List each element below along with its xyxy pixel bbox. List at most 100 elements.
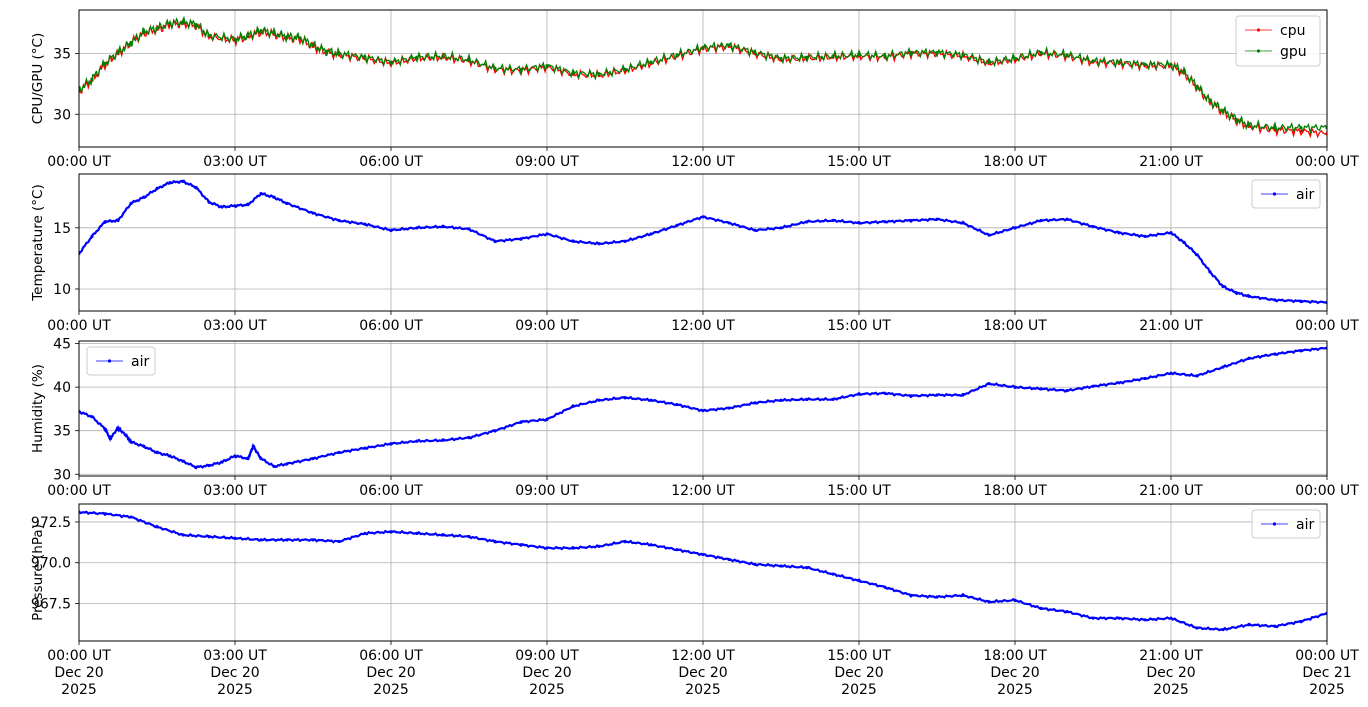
panel-4: 00:00 UT Dec 20 2025 03:00 UT Dec 20 2025 06:0… [30,503,1359,698]
data-point [493,539,497,544]
data-point [441,533,445,537]
data-point [519,67,523,72]
x-tick-label: 15:00 UT Dec 20 2025 [827,648,891,698]
data-point [415,439,419,443]
x-tick-label: 15:00 UT [827,483,891,499]
y-tick-label: 15 [53,221,71,237]
data-point [1221,627,1225,632]
data-point [753,228,757,232]
data-point [116,218,120,223]
data-point [1195,374,1199,378]
data-point [597,398,601,402]
data-point [1065,217,1069,221]
data-point [571,239,575,243]
data-point [1299,299,1303,303]
data-point [259,538,263,542]
data-point [883,220,887,224]
x-tick-label: 00:00 UT [47,483,111,499]
data-point [935,50,939,55]
data-point [441,54,445,58]
data-point [324,49,328,53]
data-point [649,232,653,236]
data-point [1299,126,1303,130]
legend-label: air [131,354,149,370]
data-point [727,43,731,47]
data-point [493,66,497,70]
legend-label: air [1296,187,1314,203]
legend-label: cpu [1280,23,1305,39]
data-point [545,64,549,68]
y-tick-label: 35 [53,424,71,440]
x-tick-label: 18:00 UT [983,483,1047,499]
data-point [285,538,289,542]
x-tick-label: 09:00 UT [515,318,579,334]
data-point [181,459,185,463]
legend: air [86,346,156,376]
data-point [337,52,341,56]
data-point [727,221,731,225]
data-point [1221,365,1225,369]
data-point [467,535,471,539]
data-point [1039,50,1043,55]
data-point [597,242,601,246]
data-point [467,436,471,440]
data-point [272,464,276,469]
data-point [675,223,679,227]
data-point [285,35,289,39]
data-point [857,579,861,583]
data-point [1039,218,1043,223]
data-point [246,202,250,207]
x-tick-label: 12:00 UT [671,318,735,334]
data-point [1117,381,1121,385]
data-point [675,53,679,57]
data-point [961,221,965,225]
data-point [961,53,965,57]
data-point [779,398,783,402]
data-point [363,55,367,59]
data-point [1247,356,1251,361]
data-point [298,36,302,40]
legend-label: air [1296,517,1314,533]
data-point [220,460,224,464]
data-point [1273,298,1277,302]
data-point [909,218,913,223]
data-point [108,436,112,441]
data-point [155,525,159,529]
x-tick-label: 03:00 UT [203,483,267,499]
data-point [415,531,419,535]
data-point [207,463,211,468]
data-point [1195,253,1199,257]
data-point [493,429,497,433]
data-point [649,543,653,547]
data-point [168,180,172,185]
data-point [493,239,497,243]
data-point [441,438,445,442]
data-point [597,72,601,76]
data-point [909,593,913,597]
x-tick-label: 00:00 UT [47,154,111,170]
data-point [285,462,289,466]
y-tick-label: 30 [53,107,71,123]
data-point [1169,231,1173,235]
data-point [805,55,809,59]
data-point [961,393,965,397]
data-point [246,456,250,461]
data-point [181,20,185,24]
data-point [779,564,783,568]
x-tick-label: 03:00 UT [203,154,267,170]
data-point [1169,62,1173,67]
x-tick-label: 12:00 UT Dec 20 2025 [671,648,735,698]
x-tick-label: 15:00 UT [827,154,891,170]
data-point [1234,117,1238,121]
data-point [623,239,627,243]
legend-marker [1256,28,1261,32]
legend-label: gpu [1280,44,1307,60]
data-point [272,195,276,199]
data-point [1013,598,1017,602]
data-point [753,401,757,405]
data-point [90,77,94,81]
data-point [987,60,991,64]
data-point [987,600,991,604]
data-point [623,539,627,544]
data-point [251,444,255,448]
